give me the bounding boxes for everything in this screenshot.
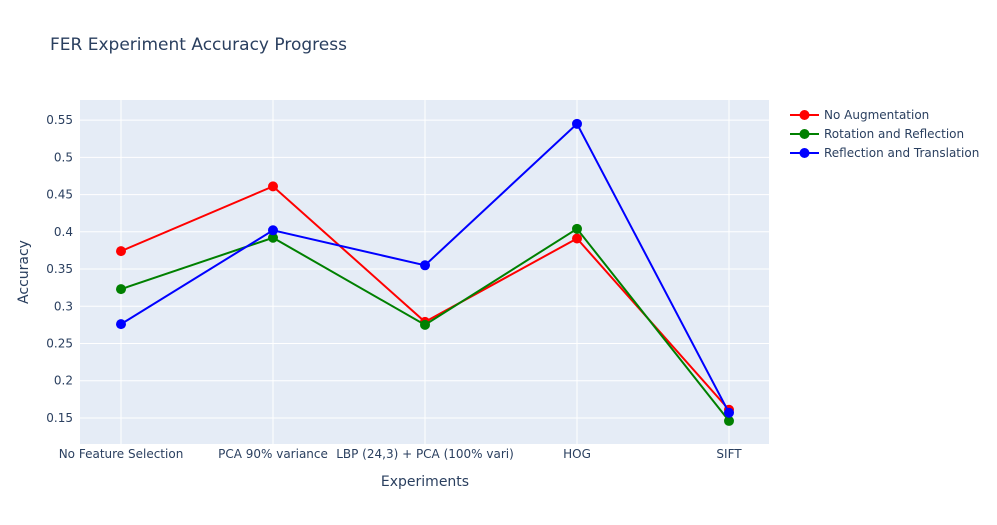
grid bbox=[80, 100, 769, 444]
data-point[interactable] bbox=[268, 225, 278, 236]
y-axis-title: Accuracy bbox=[16, 240, 32, 304]
data-point[interactable] bbox=[572, 118, 582, 129]
chart-title: FER Experiment Accuracy Progress bbox=[50, 35, 347, 55]
x-tick-label: LBP (24,3) + PCA (100% vari) bbox=[336, 447, 514, 461]
legend[interactable]: No Augmentation Rotation and Reflection Re… bbox=[790, 108, 979, 160]
data-point[interactable] bbox=[420, 260, 430, 271]
legend-item[interactable]: Rotation and Reflection bbox=[790, 127, 964, 141]
x-tick-label: No Feature Selection bbox=[59, 447, 184, 461]
legend-item[interactable]: Reflection and Translation bbox=[790, 146, 979, 160]
legend-marker bbox=[799, 110, 810, 120]
data-point[interactable] bbox=[724, 415, 734, 426]
y-tick-label: 0.4 bbox=[54, 225, 73, 239]
y-tick-label: 0.35 bbox=[46, 262, 73, 276]
data-point[interactable] bbox=[116, 319, 126, 330]
legend-label: No Augmentation bbox=[824, 108, 929, 122]
series-2[interactable] bbox=[116, 118, 734, 418]
data-point[interactable] bbox=[116, 246, 126, 257]
y-tick-label: 0.15 bbox=[46, 411, 73, 425]
data-point[interactable] bbox=[268, 232, 278, 243]
y-tick-label: 0.45 bbox=[46, 188, 73, 202]
y-tick-label: 0.5 bbox=[54, 150, 73, 164]
x-axis-title: Experiments bbox=[381, 474, 469, 490]
legend-label: Reflection and Translation bbox=[824, 146, 979, 160]
legend-item[interactable]: No Augmentation bbox=[790, 108, 929, 122]
x-axis-ticks: No Feature Selection PCA 90% variance LBP … bbox=[59, 447, 743, 461]
data-point[interactable] bbox=[572, 223, 582, 234]
y-tick-label: 0.25 bbox=[46, 336, 73, 350]
legend-marker bbox=[799, 148, 810, 158]
x-tick-label: PCA 90% variance bbox=[218, 447, 328, 461]
data-point[interactable] bbox=[420, 319, 430, 330]
data-point[interactable] bbox=[268, 181, 278, 192]
data-point[interactable] bbox=[724, 407, 734, 418]
y-axis-ticks: 0.15 0.2 0.25 0.3 0.35 0.4 0.45 0.5 0.55 bbox=[46, 113, 73, 425]
series-group bbox=[116, 118, 734, 426]
y-tick-label: 0.2 bbox=[54, 374, 73, 388]
x-tick-label: HOG bbox=[563, 447, 591, 461]
y-tick-label: 0.55 bbox=[46, 113, 73, 127]
data-point[interactable] bbox=[572, 233, 582, 244]
series-1[interactable] bbox=[116, 223, 734, 426]
data-point[interactable] bbox=[116, 284, 126, 295]
legend-label: Rotation and Reflection bbox=[824, 127, 964, 141]
legend-marker bbox=[799, 129, 810, 139]
y-tick-label: 0.3 bbox=[54, 299, 73, 313]
x-tick-label: SIFT bbox=[716, 447, 742, 461]
